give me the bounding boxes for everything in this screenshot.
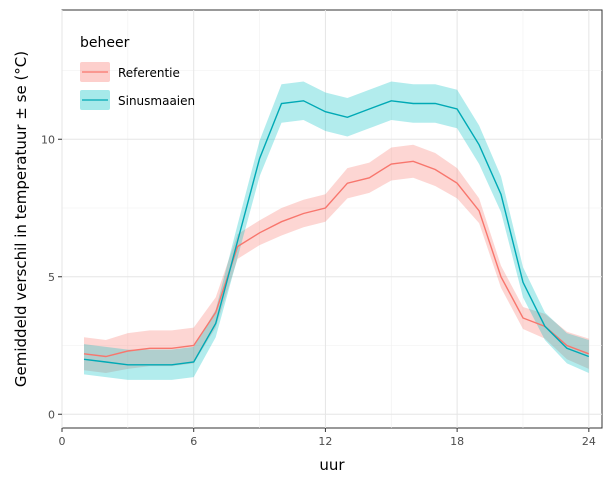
grid-major [61,10,602,428]
x-axis-title: uur [319,456,345,474]
y-tick-label: 5 [48,271,55,284]
x-tick-label: 12 [318,435,332,448]
x-tick-label: 18 [450,435,464,448]
legend-key-referentie [80,62,110,82]
x-tick-label: 24 [582,435,596,448]
x-tick-label: 6 [190,435,197,448]
plot-panel [61,9,603,429]
legend-label-referentie: Referentie [118,66,180,80]
series-lines [83,100,590,366]
legend-label-sinusmaaien: Sinusmaaien [118,94,195,108]
legend-title: beheer [80,35,130,51]
grid-minor [62,10,602,428]
axes: 0 6 12 18 24 0 5 10 [41,133,596,448]
legend-key-sinusmaaien [80,90,110,110]
ribbon-referentie [84,144,589,373]
y-tick-label: 0 [48,408,55,421]
line-referentie [83,160,590,358]
x-tick-label: 0 [59,435,66,448]
legend: beheer Referentie Sinusmaaien [80,35,195,110]
y-tick-label: 10 [41,133,55,146]
y-axis-title: Gemiddeld verschil in temperatuur ± se (… [12,51,30,387]
line-sinusmaaien [83,100,590,366]
